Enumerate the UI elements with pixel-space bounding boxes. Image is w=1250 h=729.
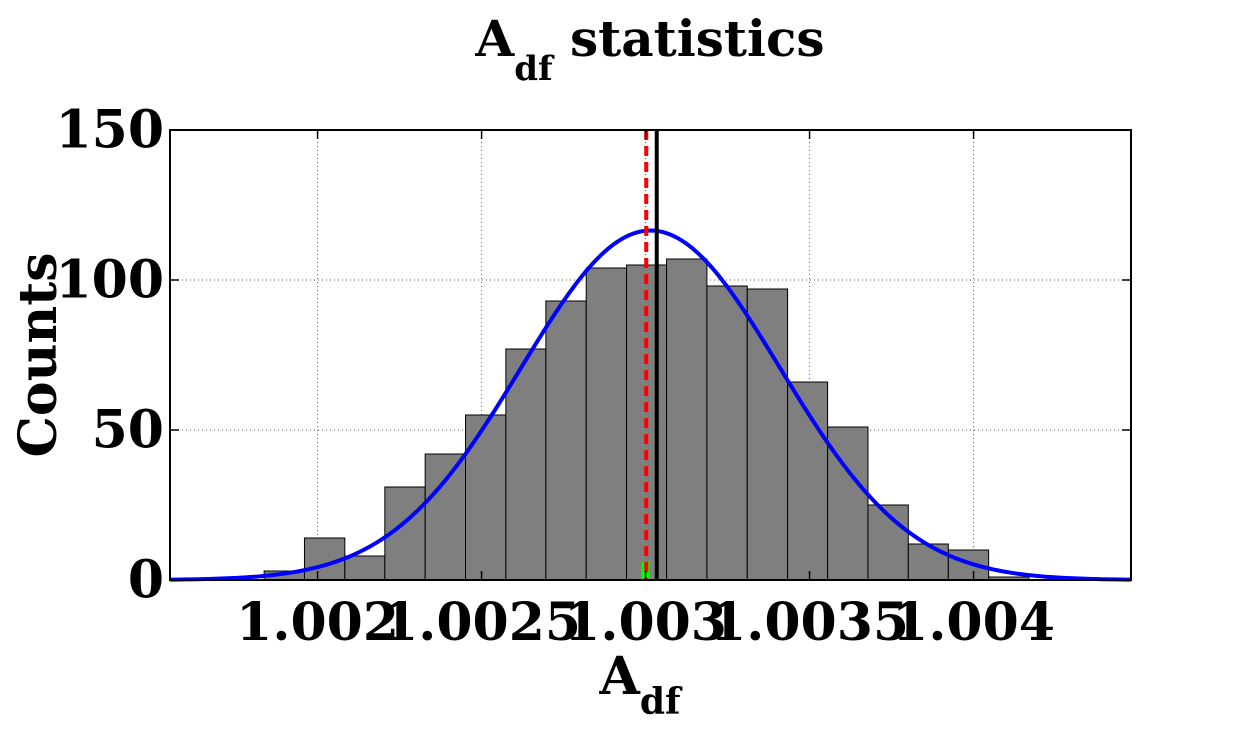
histogram-bar bbox=[907, 543, 949, 581]
chart-title: Adf statistics bbox=[474, 9, 824, 89]
y-tick-label: 150 bbox=[55, 100, 164, 161]
histogram-bar bbox=[706, 285, 748, 581]
gaussian-fit-curve bbox=[169, 228, 1132, 582]
x-tick-label: 1.0025 bbox=[382, 592, 581, 653]
x-tick-label: 1.004 bbox=[892, 592, 1055, 653]
histogram-bar bbox=[666, 258, 708, 581]
histogram-bar bbox=[465, 414, 507, 581]
histogram-bar bbox=[545, 300, 587, 581]
y-tick-label: 100 bbox=[55, 250, 164, 311]
histogram-bar bbox=[424, 453, 467, 581]
y-axis-label: Counts bbox=[8, 253, 69, 458]
axis-ticks bbox=[170, 129, 1131, 581]
x-tick-label: 1.003 bbox=[564, 592, 727, 653]
histogram-bar bbox=[746, 288, 789, 581]
histogram-bar bbox=[585, 267, 628, 581]
y-tick-label: 50 bbox=[92, 400, 164, 461]
histogram-bar bbox=[344, 555, 386, 581]
y-tick-labels: 0 50 100 150 bbox=[55, 100, 164, 611]
plot-frame bbox=[169, 129, 1132, 581]
y-tick-label: 0 bbox=[128, 550, 164, 611]
x-tick-label: 1.002 bbox=[236, 592, 399, 653]
x-tick-label: 1.0035 bbox=[710, 592, 909, 653]
x-axis-label: Adf bbox=[598, 646, 683, 723]
reference-lines bbox=[644, 130, 659, 580]
fit-curve-layer bbox=[169, 228, 1132, 582]
